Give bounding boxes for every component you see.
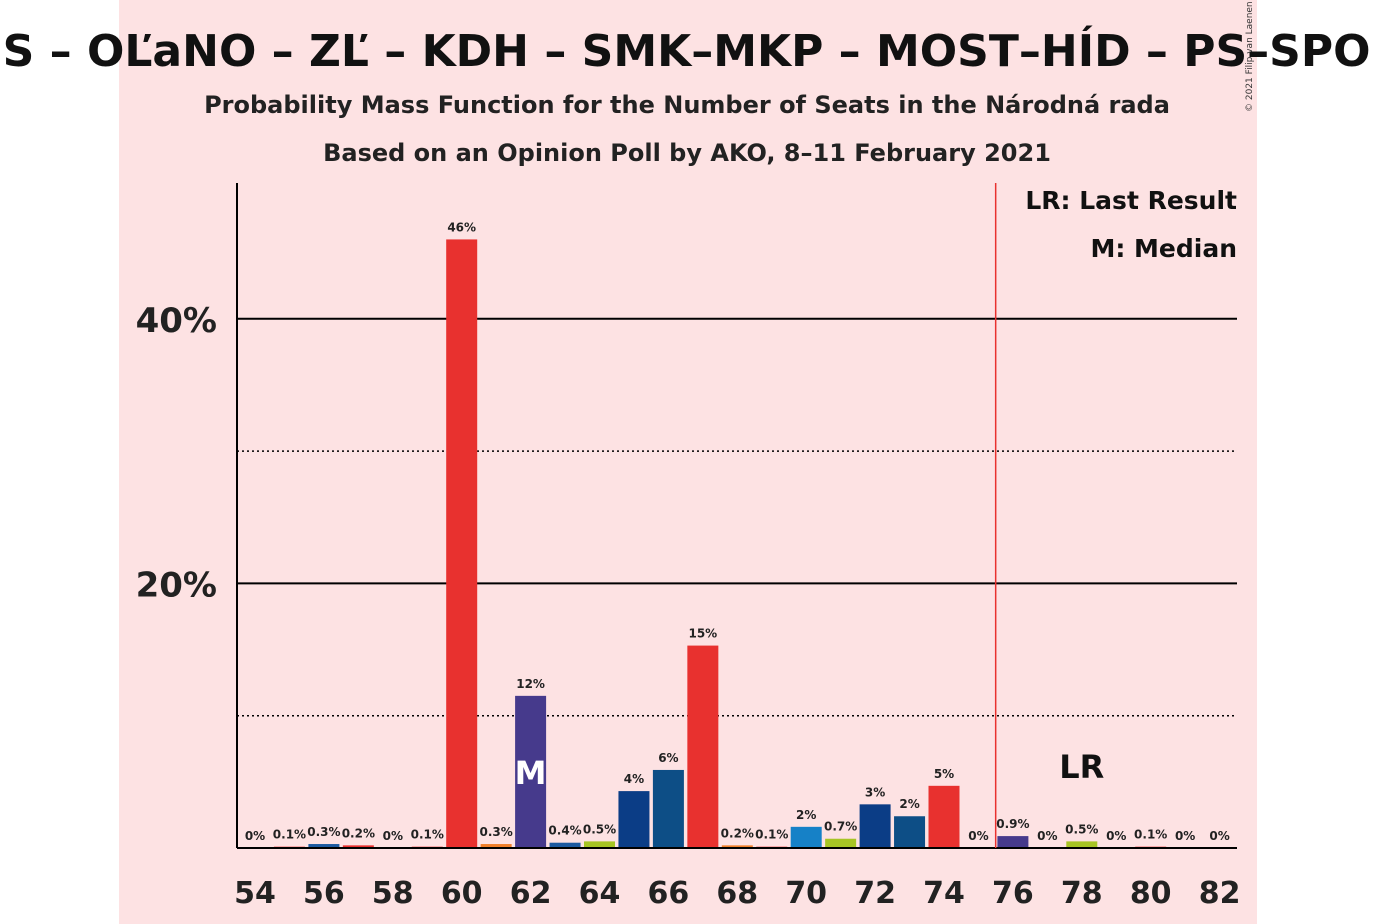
x-tick-label: 78 (1061, 876, 1103, 911)
bar-label-65: 4% (624, 772, 644, 786)
median-marker: M (515, 754, 547, 792)
bar-68 (721, 845, 753, 848)
x-tick-label: 66 (648, 876, 690, 911)
bar-71 (825, 838, 857, 848)
bar-label-66: 6% (658, 751, 678, 765)
bar-label-64: 0.5% (583, 822, 616, 836)
y-tick-label: 40% (136, 301, 217, 341)
bar-66 (652, 769, 684, 848)
bar-label-70: 2% (796, 808, 816, 822)
x-tick-label: 76 (992, 876, 1034, 911)
bar-label-80: 0.1% (1134, 828, 1167, 842)
bar-label-71: 0.7% (824, 820, 857, 834)
x-tick-label: 68 (716, 876, 758, 911)
bar-label-59: 0.1% (411, 828, 444, 842)
bar-61 (480, 844, 512, 848)
bar-56 (308, 844, 340, 848)
bar-label-75: 0% (968, 829, 988, 843)
copyright-notice: © 2021 Filip van Laenen (1245, 1, 1255, 112)
bar-60 (446, 239, 478, 849)
bar-76 (997, 836, 1029, 848)
x-tick-label: 64 (579, 876, 621, 911)
gridlines (237, 317, 1237, 717)
bar-62 (515, 695, 547, 848)
bar-73 (894, 816, 926, 848)
bar-label-77: 0% (1037, 829, 1057, 843)
y-tick-labels: 20% 40% (136, 301, 217, 606)
bar-78 (1066, 841, 1098, 848)
x-tick-label: 72 (854, 876, 896, 911)
bar-65 (618, 791, 650, 848)
bar-label-78: 0.5% (1065, 822, 1098, 836)
legend-last-result: LR: Last Result (1025, 186, 1237, 215)
bar-label-60: 46% (447, 220, 476, 234)
bar-label-82: 0% (1209, 829, 1229, 843)
bar-63 (549, 842, 581, 848)
bar-label-81: 0% (1175, 829, 1195, 843)
bar-label-62: 12% (516, 677, 545, 691)
bar-72 (859, 804, 891, 848)
bar-label-73: 2% (899, 797, 919, 811)
bar-label-72: 3% (865, 785, 885, 799)
x-tick-label: 54 (234, 876, 276, 911)
bar-label-74: 5% (934, 767, 954, 781)
x-tick-labels: 54 56 58 60 62 64 66 68 70 72 74 76 78 80 82 (234, 876, 1240, 911)
x-tick-label: 70 (785, 876, 827, 911)
bar-64 (584, 841, 615, 848)
bar-label-68: 0.2% (721, 826, 754, 840)
bar-label-56: 0.3% (307, 825, 340, 839)
bar-label-76: 0.9% (996, 817, 1029, 831)
bar-label-63: 0.4% (548, 824, 581, 838)
bar-label-69: 0.1% (755, 828, 788, 842)
bar-70 (790, 826, 822, 848)
last-result-marker: LR (1059, 748, 1104, 786)
bar-67 (687, 645, 719, 848)
bar-57 (342, 845, 374, 848)
chart-subtitle-1: Probability Mass Function for the Number… (204, 91, 1170, 119)
bar-label-61: 0.3% (480, 825, 513, 839)
y-tick-label: 20% (136, 565, 217, 605)
x-tick-label: 60 (441, 876, 483, 911)
x-tick-label: 58 (372, 876, 414, 911)
bar-74 (928, 785, 960, 848)
bar-label-57: 0.2% (342, 826, 375, 840)
bar-label-54: 0% (245, 829, 265, 843)
legend-median: M: Median (1090, 234, 1237, 263)
x-tick-label: 62 (510, 876, 552, 911)
bar-label-67: 15% (688, 627, 717, 641)
x-tick-label: 56 (303, 876, 345, 911)
x-tick-label: 74 (923, 876, 965, 911)
chart-title: SaS – OĽaNO – ZĽ – KDH – SMK–MKP – MOST–… (0, 24, 1374, 77)
bar-labels: 0% 0.1% 0.3% 0.2% 0% 0.1%46%0.3%12%0.4% 0.5%4%… (245, 220, 1230, 843)
bars (273, 239, 1167, 849)
bar-label-55: 0.1% (273, 828, 306, 842)
x-tick-label: 82 (1199, 876, 1241, 911)
chart-subtitle-2: Based on an Opinion Poll by AKO, 8–11 Fe… (323, 139, 1051, 167)
bar-label-79: 0% (1106, 829, 1126, 843)
bar-label-58: 0% (383, 829, 403, 843)
x-tick-label: 80 (1130, 876, 1172, 911)
